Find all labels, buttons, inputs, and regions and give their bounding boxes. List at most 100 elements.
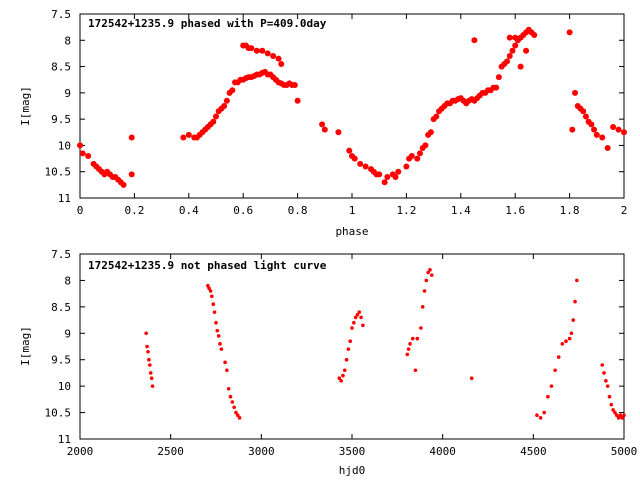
phased-data-point xyxy=(79,150,86,157)
phased-data-point xyxy=(253,47,260,54)
unphased-data-point xyxy=(567,336,572,341)
unphased-data-point xyxy=(602,371,606,375)
unphased-data-point xyxy=(542,410,547,415)
unphased-data-point xyxy=(622,413,626,418)
unphased-data-point xyxy=(225,368,229,373)
unphased-data-point xyxy=(145,344,149,349)
unphased-data-point xyxy=(609,402,614,407)
unphased-data-point xyxy=(620,416,624,420)
phased-data-point xyxy=(495,74,502,81)
unphased-data-point xyxy=(571,318,576,322)
unphased-data-point xyxy=(616,416,621,420)
unphased-data-point xyxy=(346,347,351,351)
phased-data-point xyxy=(593,131,600,138)
unphased-data-point xyxy=(361,323,365,328)
unphased-data-point xyxy=(148,363,152,367)
unphased-data-point xyxy=(553,368,557,373)
phased-data-point xyxy=(599,134,606,141)
unphased-data-point xyxy=(230,400,235,404)
unphased-data-point xyxy=(428,268,432,272)
unphased-data-point xyxy=(569,331,574,336)
phased-data-point xyxy=(384,173,391,180)
unphased-data-point xyxy=(215,328,220,333)
phased-y-ticks: 7.5 8 8.5 9 9.5 10 10.5 11 xyxy=(45,8,624,205)
unphased-data-point xyxy=(208,289,213,293)
phased-y-tick-label: 10.5 xyxy=(45,166,72,179)
unphased-data-point xyxy=(237,416,242,420)
phased-y-axis-label: I[mag] xyxy=(19,86,32,126)
unphased-data-point xyxy=(410,336,415,341)
phased-data-point xyxy=(275,55,282,62)
unphased-data-point xyxy=(618,413,623,418)
phased-x-tick-label: 1.6 xyxy=(505,204,525,217)
unphased-y-tick-label: 8.5 xyxy=(51,301,71,314)
unphased-data-point xyxy=(150,384,155,388)
phased-data-point xyxy=(403,163,410,170)
unphased-data-point xyxy=(613,410,617,415)
unphased-y-tick-label: 7.5 xyxy=(51,248,71,261)
unphased-data-point xyxy=(357,310,362,314)
phased-points xyxy=(77,26,627,188)
unphased-data-point xyxy=(148,371,153,375)
phased-x-tick-label: 0 xyxy=(77,204,84,217)
unphased-data-point xyxy=(144,331,148,336)
phased-y-tick-label: 7.5 xyxy=(51,8,71,21)
unphased-data-point xyxy=(573,299,577,304)
unphased-data-point xyxy=(216,334,221,338)
unphased-data-point xyxy=(429,273,434,277)
phased-x-tick-label: 0.4 xyxy=(179,204,199,217)
phased-data-point xyxy=(376,171,383,178)
unphased-x-axis-label: hjd0 xyxy=(339,464,366,477)
phased-data-point xyxy=(229,87,236,94)
unphased-data-point xyxy=(359,315,363,320)
phased-y-tick-label: 11 xyxy=(58,192,71,205)
phased-x-tick-label: 1 xyxy=(349,204,356,217)
unphased-data-point xyxy=(149,376,154,381)
phased-x-tick-label: 2 xyxy=(621,204,628,217)
unphased-data-point xyxy=(339,379,343,383)
phased-x-tick-label: 0.6 xyxy=(233,204,253,217)
phased-data-point xyxy=(321,126,328,133)
unphased-data-point xyxy=(355,312,360,317)
unphased-data-point xyxy=(556,355,561,359)
unphased-data-point xyxy=(214,320,218,325)
unphased-x-ticks: 2000 2500 3000 3500 4000 4500 5000 xyxy=(67,254,637,458)
phased-data-point xyxy=(346,147,353,154)
unphased-data-point xyxy=(419,326,423,330)
phased-x-tick-label: 1.8 xyxy=(560,204,580,217)
unphased-data-point xyxy=(342,368,347,373)
unphased-y-tick-label: 10.5 xyxy=(45,407,72,420)
phased-data-point xyxy=(128,134,135,141)
phased-data-point xyxy=(213,113,219,120)
unphased-data-point xyxy=(405,352,410,357)
phased-chart-title: 172542+1235.9 phased with P=409.0day xyxy=(88,17,327,30)
unphased-data-point xyxy=(341,373,345,378)
unphased-chart: 2000 2500 3000 3500 4000 4500 5000 7.5 8 8.5 9 9.5… xyxy=(19,248,637,477)
unphased-y-tick-label: 11 xyxy=(58,433,71,446)
phased-y-tick-label: 9.5 xyxy=(51,113,71,126)
unphased-data-point xyxy=(422,289,427,293)
phased-data-point xyxy=(210,118,217,125)
phased-data-point xyxy=(85,152,92,159)
phased-data-point xyxy=(582,113,589,120)
phased-data-point xyxy=(362,163,369,170)
phased-data-point xyxy=(223,97,230,104)
unphased-data-point xyxy=(207,286,211,291)
unphased-y-tick-label: 10 xyxy=(58,380,71,393)
phased-data-point xyxy=(294,97,301,104)
unphased-data-point xyxy=(426,270,430,275)
phased-data-point xyxy=(417,150,423,157)
phased-data-point xyxy=(408,152,415,159)
phased-data-point xyxy=(221,103,228,109)
phased-data-point xyxy=(471,37,478,44)
unphased-data-point xyxy=(614,413,619,418)
unphased-data-point xyxy=(218,342,222,346)
phased-y-tick-label: 8.5 xyxy=(51,61,71,74)
phased-x-axis-label: phase xyxy=(335,225,368,238)
unphased-data-point xyxy=(535,413,539,418)
phased-data-point xyxy=(433,113,440,120)
unphased-data-point xyxy=(605,384,610,388)
unphased-data-point xyxy=(600,363,605,367)
phased-data-point xyxy=(615,126,622,133)
phased-data-point xyxy=(591,126,598,133)
